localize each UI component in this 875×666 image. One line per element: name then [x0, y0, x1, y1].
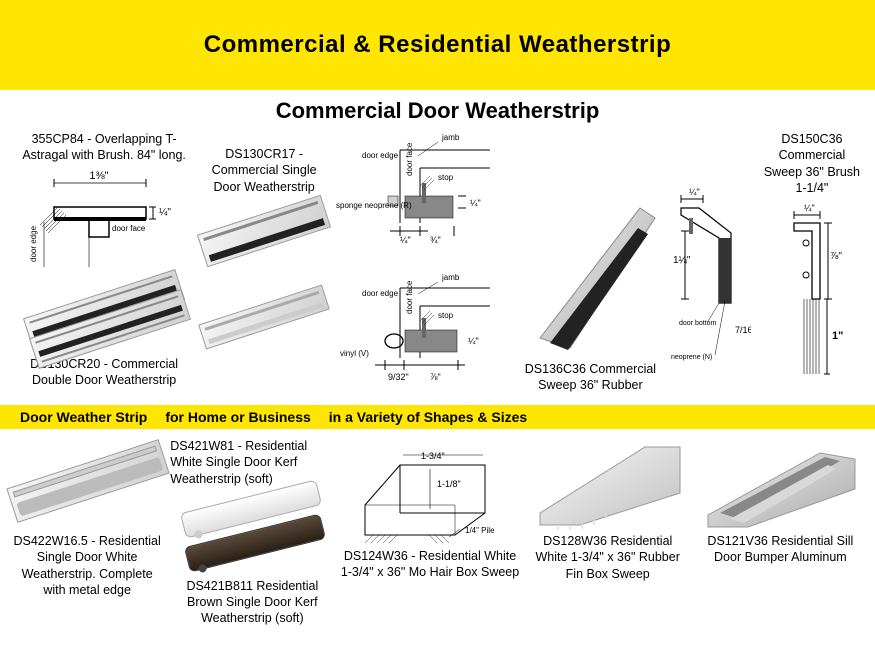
col-355-and-ds130cr20: 355CP84 - Overlapping T-Astragal with Br… — [10, 128, 198, 399]
photo-ds136c36 — [520, 178, 660, 358]
svg-text:¼": ¼" — [804, 203, 815, 213]
photo-ds128 — [530, 435, 685, 530]
svg-text:1⅜": 1⅜" — [90, 170, 109, 182]
subtitle: Commercial Door Weatherstrip — [0, 90, 875, 128]
svg-text:door face: door face — [112, 224, 146, 233]
diagram-355cp84: 1⅜" ¼" door face door edge — [14, 167, 194, 277]
col-cross-sections: jamb door edge door face stop sponge neo… — [330, 128, 510, 399]
svg-text:⅞": ⅞" — [430, 372, 441, 382]
col-ds136c36: DS136C36 Commercial Sweep 36" Rubber — [518, 128, 663, 399]
label-ds124: DS124W36 - Residential White 1-3/4" x 36… — [340, 548, 519, 581]
label-ds121: DS121V36 Residential Sill Door Bumper Al… — [696, 533, 865, 566]
svg-text:¼": ¼" — [470, 198, 481, 208]
svg-text:door edge: door edge — [362, 151, 399, 160]
svg-text:stop: stop — [438, 311, 454, 320]
top-product-grid: 355CP84 - Overlapping T-Astragal with Br… — [0, 128, 875, 405]
svg-text:sponge neoprene (R): sponge neoprene (R) — [336, 201, 412, 210]
svg-text:1-1/8": 1-1/8" — [437, 479, 461, 489]
label-ds422: DS422W16.5 - Residential Single Door Whi… — [10, 533, 164, 598]
photo-ds130cr17-bottom — [209, 294, 319, 364]
photo-ds421 — [177, 490, 327, 575]
col-ds422: DS422W16.5 - Residential Single Door Whi… — [10, 435, 164, 630]
col-ds124: 1-3/4" 1-1/8" 1/4" Pile DS124W36 - Resid… — [340, 435, 519, 630]
svg-text:¼": ¼" — [468, 336, 479, 346]
label-ds136c36: DS136C36 Commercial Sweep 36" Rubber — [518, 361, 663, 394]
photo-ds422 — [12, 435, 162, 530]
sub-banner: Door Weather Strip for Home or Business … — [0, 405, 875, 429]
sub-banner-part-b: for Home or Business — [165, 409, 310, 425]
label-ds130cr17: DS130CR17 - Commercial Single Door Weath… — [206, 146, 322, 195]
col-ds130cr17: DS130CR17 - Commercial Single Door Weath… — [206, 128, 322, 399]
svg-text:7/16": 7/16" — [735, 325, 751, 335]
diagram-sponge-neoprene: jamb door edge door face stop sponge neo… — [330, 128, 510, 268]
col-ds421: DS421W81 - Residential White Single Door… — [170, 435, 334, 630]
photo-ds121 — [700, 435, 860, 530]
label-ds421w: DS421W81 - Residential White Single Door… — [170, 438, 334, 487]
svg-text:¼": ¼" — [159, 206, 171, 218]
svg-text:jamb: jamb — [441, 273, 460, 282]
svg-text:door edge: door edge — [29, 225, 38, 262]
svg-text:1¼": 1¼" — [673, 254, 691, 266]
sub-banner-part-a: Door Weather Strip — [20, 409, 147, 425]
svg-text:9/32": 9/32" — [388, 372, 409, 382]
svg-text:¾": ¾" — [430, 235, 441, 245]
main-banner: Commercial & Residential Weatherstrip — [0, 0, 875, 90]
svg-text:door bottom: door bottom — [679, 320, 717, 327]
photo-ds130cr20 — [24, 283, 184, 353]
svg-text:1-3/4": 1-3/4" — [421, 451, 445, 461]
svg-text:¼": ¼" — [400, 235, 411, 245]
diagram-ds124: 1-3/4" 1-1/8" 1/4" Pile — [345, 435, 515, 545]
col-sweep-diagram: ¼" 1¼" 7/16" door bottom neoprene (N) — [671, 128, 751, 399]
label-ds128: DS128W36 Residential White 1-3/4" x 36" … — [526, 533, 690, 582]
diagram-vinyl: jamb door edge door face stop vinyl (V) … — [330, 268, 510, 398]
svg-text:1": 1" — [832, 330, 843, 342]
diagram-ds150c36: ¼" ⅞" 1" — [764, 199, 859, 399]
col-ds150c36: DS150C36 Commercial Sweep 36" Brush 1-1/… — [759, 128, 865, 399]
label-355cp84: 355CP84 - Overlapping T-Astragal with Br… — [10, 131, 198, 164]
bottom-product-grid: DS422W16.5 - Residential Single Door Whi… — [0, 429, 875, 640]
col-ds121: DS121V36 Residential Sill Door Bumper Al… — [696, 435, 865, 630]
svg-text:door edge: door edge — [362, 289, 399, 298]
photo-ds130cr17-top — [209, 204, 319, 284]
sub-banner-part-c: in a Variety of Shapes & Sizes — [329, 409, 527, 425]
svg-text:door face: door face — [405, 280, 414, 314]
col-ds128: DS128W36 Residential White 1-3/4" x 36" … — [526, 435, 690, 630]
label-ds421b: DS421B811 Residential Brown Single Door … — [170, 578, 334, 627]
main-title: Commercial & Residential Weatherstrip — [204, 31, 672, 59]
svg-text:vinyl (V): vinyl (V) — [340, 349, 369, 358]
svg-text:⅞": ⅞" — [830, 251, 842, 262]
svg-text:door face: door face — [405, 142, 414, 176]
svg-text:jamb: jamb — [441, 133, 460, 142]
svg-text:stop: stop — [438, 173, 454, 182]
svg-text:¼": ¼" — [689, 187, 700, 197]
label-ds150c36: DS150C36 Commercial Sweep 36" Brush 1-1/… — [759, 131, 865, 196]
svg-text:1/4" Pile: 1/4" Pile — [465, 526, 495, 535]
svg-text:neoprene (N): neoprene (N) — [671, 354, 712, 361]
diagram-sweep-side: ¼" 1¼" 7/16" door bottom neoprene (N) — [671, 183, 751, 383]
